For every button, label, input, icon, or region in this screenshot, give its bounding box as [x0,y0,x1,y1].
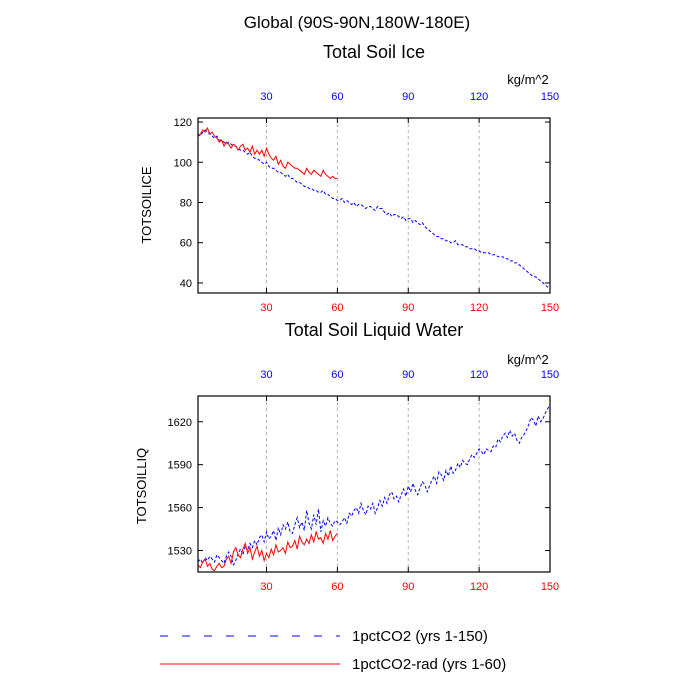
panel-1-title: Total Soil Ice [323,42,425,62]
x-tick-label-bottom: 120 [470,581,488,593]
y-tick-label: 1590 [168,460,192,472]
y-tick-label: 120 [174,117,192,129]
x-tick-label-top: 120 [470,91,488,103]
series-line-1pctco2-rad [197,126,338,179]
panel-2-axes: 30 30 60 60 90 90 120 120 150 150 1530 1560 1590 1620 [168,369,560,593]
y-tick-label: 60 [180,238,192,250]
x-tick-label-bottom: 30 [260,581,272,593]
x-tick-label-bottom: 30 [260,302,272,314]
x-tick-label-top: 30 [260,91,272,103]
panel-total-soil-ice: Total Soil Ice kg/m^2 TOTSOILICE 30 30 60 6… [139,42,559,314]
x-tick-label-top: 60 [331,369,343,381]
panel-2-ylabel: TOTSOILLIQ [134,448,149,524]
x-tick-label-top: 90 [402,91,414,103]
x-tick-label-bottom: 120 [470,302,488,314]
panel-1-grid [266,118,480,293]
x-tick-label-bottom: 90 [402,581,414,593]
panel-2-plot-area [197,404,551,572]
x-tick-label-bottom: 60 [331,581,343,593]
x-tick-label-top: 60 [331,91,343,103]
x-tick-label-top: 150 [541,369,559,381]
x-tick-label-bottom: 150 [541,581,559,593]
legend-label-1pctco2-rad: 1pctCO2-rad (yrs 1-60) [352,656,506,673]
legend: 1pctCO2 (yrs 1-150) 1pctCO2-rad (yrs 1-6… [160,628,506,673]
y-tick-label: 100 [174,157,192,169]
figure-super-title: Global (90S-90N,180W-180E) [244,13,470,32]
y-tick-label: 1620 [168,417,192,429]
panel-1-units: kg/m^2 [507,72,549,87]
series-line-1pctco2-rad [197,530,338,572]
y-tick-label: 1560 [168,503,192,515]
panel-2-frame [197,395,551,573]
panel-1-frame [197,117,551,294]
panel-total-soil-liquid-water: Total Soil Liquid Water kg/m^2 TOTSOILLI… [134,320,559,593]
x-tick-label-bottom: 150 [541,302,559,314]
panel-1-plot-area [197,126,551,290]
x-tick-label-top: 150 [541,91,559,103]
y-tick-label: 80 [180,197,192,209]
panel-1-ylabel: TOTSOILICE [139,166,154,243]
x-tick-label-top: 30 [260,369,272,381]
panel-1-axes: 30 30 60 60 90 90 120 120 150 150 40 60 80 100 120 [174,91,560,314]
y-tick-label: 40 [180,278,192,290]
x-tick-label-top: 90 [402,369,414,381]
series-line-1pctco2 [197,129,551,290]
panel-2-units: kg/m^2 [507,352,549,367]
panel-2-grid [266,396,480,572]
panel-2-title: Total Soil Liquid Water [285,320,463,340]
x-tick-label-bottom: 60 [331,302,343,314]
x-tick-label-top: 120 [470,369,488,381]
x-tick-label-bottom: 90 [402,302,414,314]
y-tick-label: 1530 [168,546,192,558]
series-line-1pctco2 [197,404,551,567]
legend-label-1pctco2: 1pctCO2 (yrs 1-150) [352,628,488,645]
